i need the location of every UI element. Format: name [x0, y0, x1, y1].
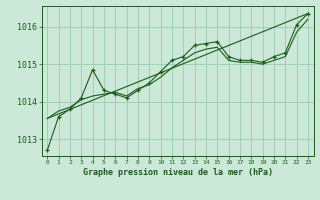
- X-axis label: Graphe pression niveau de la mer (hPa): Graphe pression niveau de la mer (hPa): [83, 168, 273, 177]
